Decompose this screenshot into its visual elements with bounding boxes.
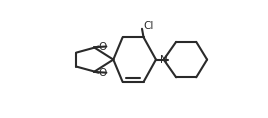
- Text: O: O: [98, 68, 107, 78]
- Text: Cl: Cl: [143, 21, 153, 31]
- Text: N: N: [160, 55, 168, 65]
- Text: O: O: [98, 42, 107, 51]
